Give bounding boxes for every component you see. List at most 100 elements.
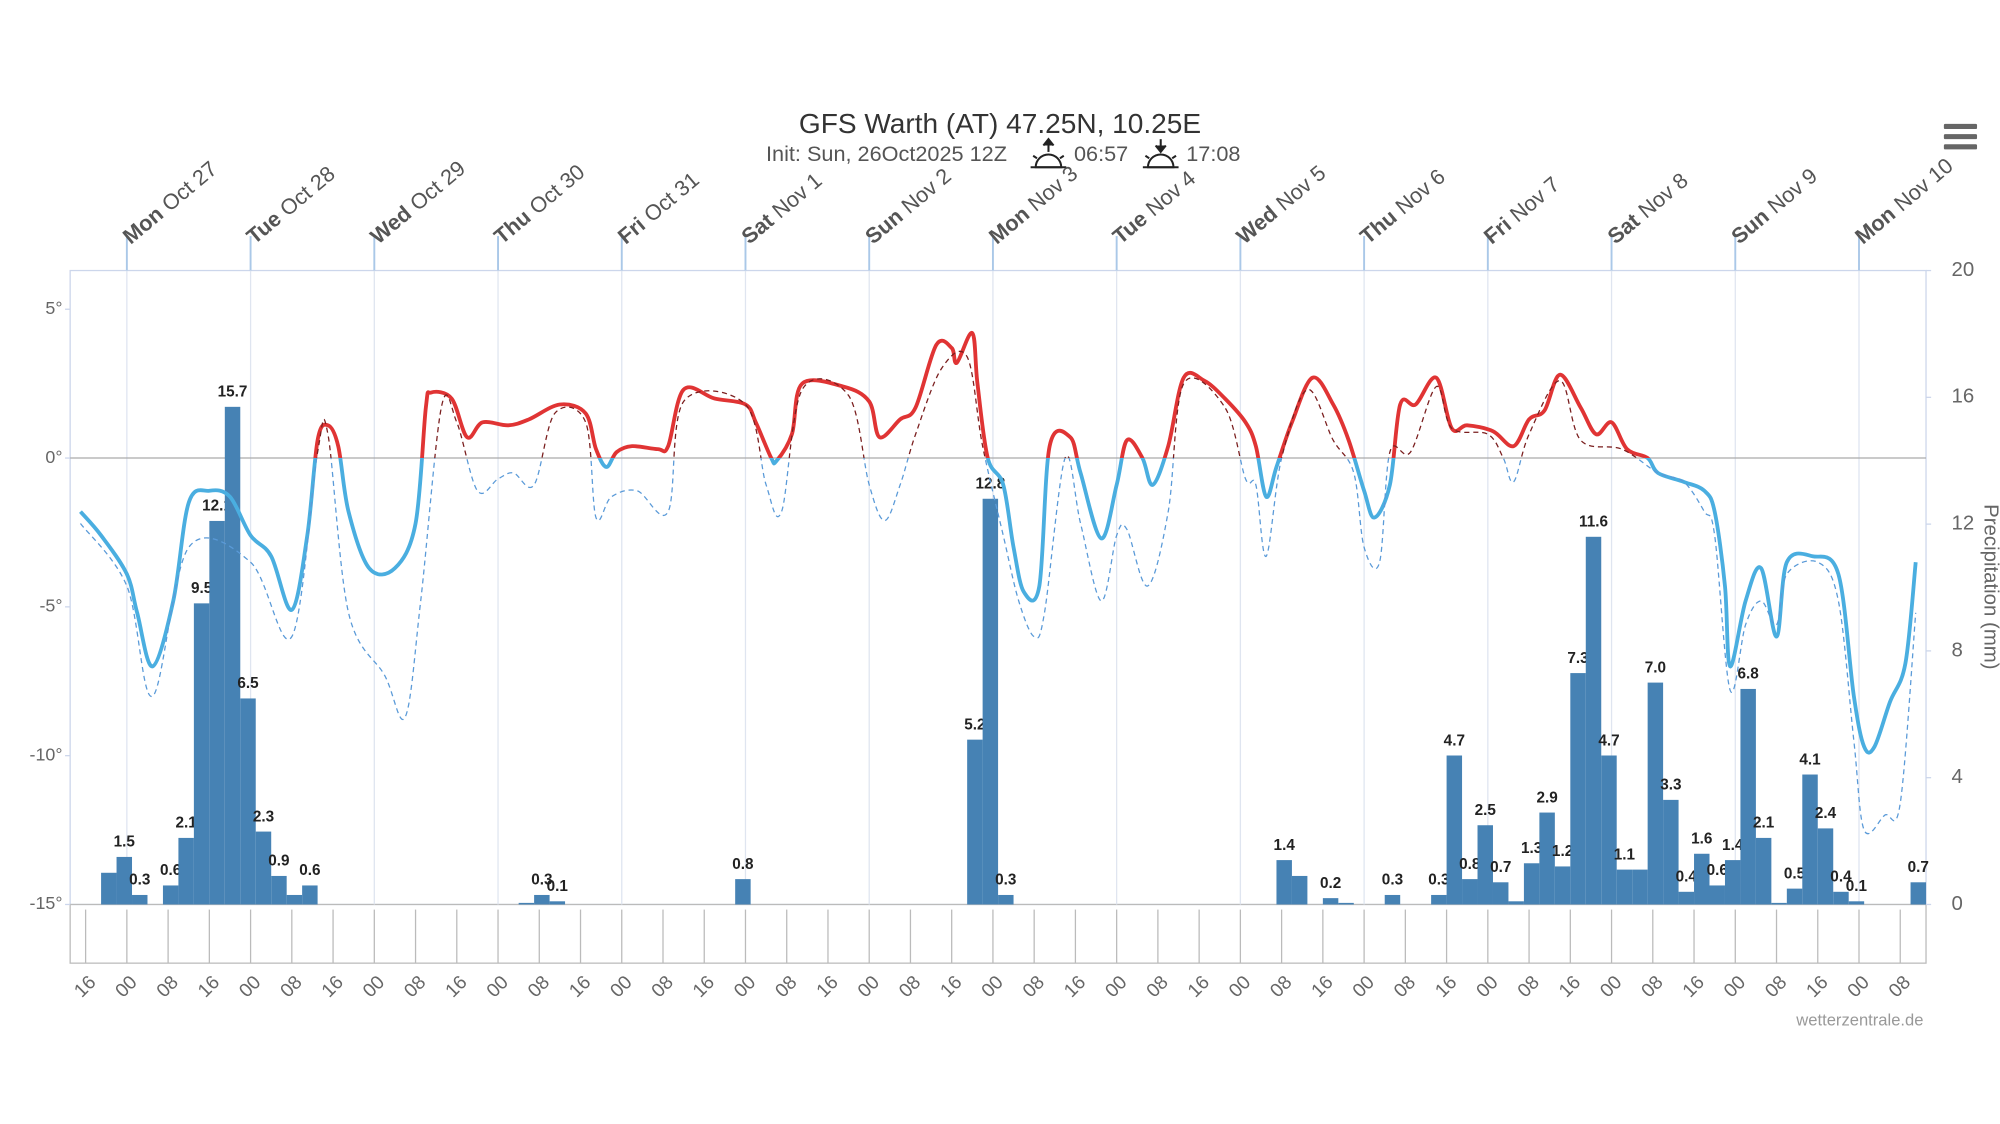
day-label: FriNov 7 (1479, 171, 1565, 248)
y-tick-label: -10° (30, 744, 63, 764)
bar-label: 6.8 (1738, 666, 1760, 683)
bar (1431, 894, 1447, 905)
bar-label: 0.8 (732, 856, 754, 873)
day-date: Nov 3 (1023, 161, 1082, 217)
bar-label: 0.2 (1320, 875, 1341, 892)
bar (1802, 774, 1818, 905)
bar-label: 0.6 (299, 862, 320, 879)
bar (178, 837, 194, 905)
bar-label: 1.6 (1691, 831, 1712, 848)
y2-axis-title: Precipitation (mm) (1980, 504, 2000, 669)
x-tick-label: 00 (1473, 972, 1503, 1002)
day-weekday: Fri (1479, 212, 1516, 249)
bar-label: 0.4 (1676, 869, 1698, 886)
x-tick-label: 00 (1720, 972, 1750, 1002)
day-label: TueNov 4 (1108, 165, 1201, 248)
bar (209, 520, 225, 905)
day-weekday: Mon (118, 201, 168, 249)
x-tick-label: 08 (1143, 972, 1173, 1002)
x-tick-label: 16 (937, 972, 967, 1002)
x-tick-label: 08 (1390, 972, 1420, 1002)
dashed-line (79, 350, 1917, 835)
day-weekday: Wed (365, 201, 416, 249)
y2-tick-label: 0 (1952, 893, 1963, 915)
x-tick-label: 08 (1761, 972, 1791, 1002)
bar (1554, 866, 1571, 905)
bar-label: 2.9 (1536, 789, 1557, 806)
day-weekday: Wed (1231, 201, 1282, 249)
bar (1523, 863, 1540, 905)
bar (240, 698, 256, 905)
x-tick-label: 00 (1225, 972, 1255, 1002)
credit: wetterzentrale.de (1795, 1011, 1923, 1030)
x-tick-label: 16 (1184, 972, 1214, 1002)
bar (1786, 888, 1803, 905)
day-weekday: Sat (1603, 208, 1645, 249)
bar-label: 1.3 (1521, 840, 1542, 857)
x-tick-label: 16 (1555, 972, 1585, 1002)
day-weekday: Thu (489, 204, 535, 249)
bar-label: 15.7 (218, 384, 248, 401)
day-weekday: Sun (1726, 203, 1773, 248)
bar (1539, 812, 1555, 905)
bar-label: 1.4 (1722, 837, 1744, 854)
bar (1678, 891, 1695, 905)
y-tick-label: 5° (45, 298, 62, 318)
bar (1910, 882, 1927, 905)
x-tick-label: 00 (978, 972, 1008, 1002)
x-tick-label: 16 (1060, 972, 1090, 1002)
bar-label: 4.1 (1799, 751, 1821, 768)
x-tick-label: 08 (648, 972, 678, 1002)
bar (982, 498, 999, 905)
bar (286, 894, 303, 905)
bar (1709, 885, 1725, 905)
bar-label: 6.5 (237, 675, 259, 692)
x-tick-label: 08 (1885, 972, 1915, 1002)
subtitle: Init: Sun, 26Oct2025 12Z (766, 141, 1007, 166)
bar-label: 0.3 (1428, 872, 1449, 889)
bar-label: 0.5 (1784, 865, 1806, 882)
x-tick-label: 00 (1844, 972, 1874, 1002)
bar (224, 406, 241, 905)
bar (1833, 891, 1849, 905)
sunset-time: 17:08 (1186, 141, 1240, 166)
menu-button[interactable] (1943, 123, 1978, 150)
bar (1492, 882, 1509, 905)
bar (302, 885, 318, 905)
day-date: Nov 8 (1633, 168, 1692, 224)
day-date: Nov 4 (1141, 165, 1200, 221)
day-date: Nov 9 (1762, 163, 1821, 219)
day-label: MonNov 3 (984, 161, 1082, 249)
bar (1477, 825, 1493, 905)
bar (1322, 898, 1339, 905)
x-tick-label: 08 (153, 972, 183, 1002)
bar-label: 2.1 (176, 815, 198, 832)
bar-label: 9.5 (191, 580, 213, 597)
bar (255, 831, 272, 905)
bar-label: 1.1 (1614, 846, 1636, 863)
day-weekday: Sun (860, 203, 907, 248)
bar (1446, 755, 1463, 905)
day-label: FriOct 31 (613, 167, 704, 249)
day-date: Oct 31 (639, 167, 704, 227)
x-tick-label: 16 (1308, 972, 1338, 1002)
y-tick-label: -15° (30, 893, 63, 913)
x-tick-label: 16 (565, 972, 595, 1002)
bar-label: 0.6 (160, 862, 181, 879)
bar-label: 0.3 (129, 872, 150, 889)
bar (1848, 901, 1865, 905)
bar (1570, 673, 1586, 905)
day-date: Oct 27 (157, 156, 222, 216)
day-label: SunNov 2 (860, 163, 956, 249)
wind-row (69, 903, 1927, 964)
bar (735, 879, 751, 905)
y-tick-label: 0° (45, 447, 62, 467)
bar-label: 4.7 (1598, 732, 1619, 749)
sunrise-time: 06:57 (1074, 141, 1128, 166)
bar (1647, 682, 1664, 905)
day-label: TueOct 28 (242, 161, 340, 249)
day-label: SatNov 1 (736, 168, 826, 249)
x-tick-label: 08 (1266, 972, 1296, 1002)
day-date: Nov 7 (1505, 171, 1564, 227)
